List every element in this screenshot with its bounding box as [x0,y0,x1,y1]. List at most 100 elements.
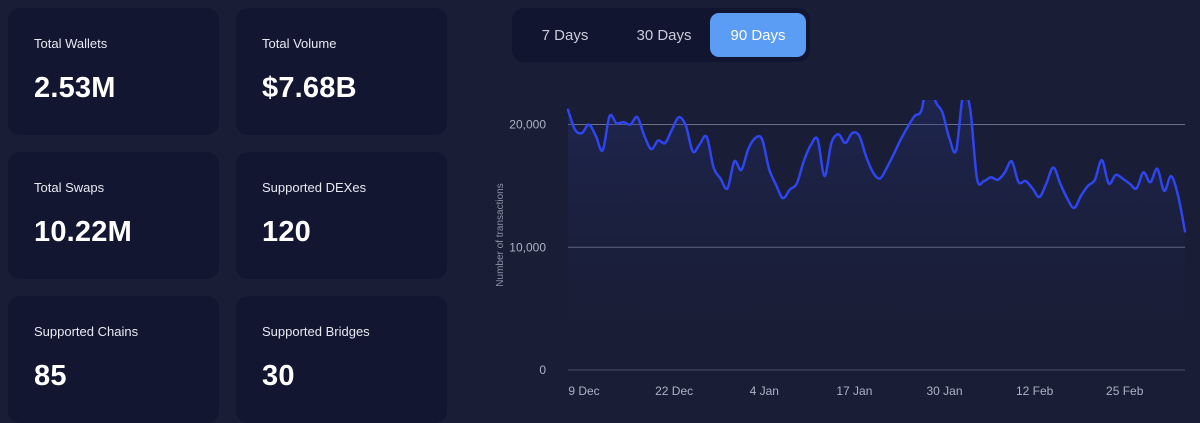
data-point [782,197,784,199]
x-tick-label: 17 Jan [836,384,872,398]
data-point [1170,175,1172,177]
data-point [900,138,902,140]
tab-7-days[interactable]: 7 Days [541,26,589,44]
data-point [1177,195,1179,197]
stat-card-total-wallets: Total Wallets 2.53M [8,8,219,135]
data-point [699,143,701,145]
data-point [754,137,756,139]
data-point [574,128,576,130]
data-point [761,138,763,140]
data-point [664,142,666,144]
data-point [803,160,805,162]
data-point [775,184,777,186]
data-point [997,179,999,181]
data-point [941,111,943,113]
data-point [1101,159,1103,161]
data-point [1004,171,1006,173]
data-point [886,166,888,168]
stat-value: $7.68B [262,72,357,104]
data-point [1108,182,1110,184]
x-tick-label: 22 Dec [655,384,693,398]
data-point [726,187,728,189]
data-point [1149,181,1151,183]
data-point [1031,187,1033,189]
data-point [1066,197,1068,199]
data-point [567,109,569,111]
data-point [1135,187,1137,189]
data-point [830,142,832,144]
x-tick-label: 9 Dec [568,384,599,398]
x-tick-label: 4 Jan [750,384,779,398]
data-point [907,126,909,128]
data-point [851,132,853,134]
data-point [879,177,881,179]
y-tick-label: 20,000 [509,118,546,132]
stat-card-supported-bridges: Supported Bridges 30 [236,296,447,423]
data-point [1038,196,1040,198]
data-point [837,133,839,135]
tab-90-days[interactable]: 90 Days [710,13,806,57]
data-point [983,180,985,182]
data-point [1094,179,1096,181]
data-point [1024,180,1026,182]
data-point [643,134,645,136]
stat-label: Total Volume [262,36,337,51]
stat-label: Supported Chains [34,324,139,339]
data-point [657,139,659,141]
data-point [796,182,798,184]
data-point [712,166,714,168]
data-point [608,115,610,117]
data-point [865,155,867,157]
data-point [1080,195,1082,197]
stat-value: 85 [34,360,67,392]
data-point [789,188,791,190]
data-point [588,123,590,125]
data-point [768,168,770,170]
data-point [955,149,957,151]
data-point [913,115,915,117]
data-point [622,121,624,123]
stat-value: 120 [262,216,311,248]
stat-card-total-swaps: Total Swaps 10.22M [8,152,219,279]
data-point [1115,174,1117,176]
data-point [650,148,652,150]
data-point [844,142,846,144]
time-range-tabs: 7 Days 30 Days 90 Days [512,8,810,62]
data-point [636,116,638,118]
stat-label: Supported DEXes [262,180,367,195]
series-area [568,100,1185,370]
data-point [1011,160,1013,162]
data-point [706,136,708,138]
data-point [629,123,631,125]
series-line [566,100,1187,233]
stat-value: 2.53M [34,72,116,104]
data-point [1052,166,1054,168]
data-point [809,144,811,146]
data-point [747,148,749,150]
data-point [893,153,895,155]
data-point [719,177,721,179]
data-point [1128,182,1130,184]
stat-card-supported-dexes: Supported DEXes 120 [236,152,447,279]
data-point [976,177,978,179]
data-point [1045,182,1047,184]
data-point [615,122,617,124]
data-point [969,107,971,109]
stat-label: Total Swaps [34,180,105,195]
x-tick-label: 25 Feb [1106,384,1144,398]
data-point [872,171,874,173]
data-point [692,150,694,152]
data-point [858,134,860,136]
stat-card-total-volume: Total Volume $7.68B [236,8,447,135]
data-point [1184,230,1186,232]
data-point [920,109,922,111]
data-point [823,175,825,177]
stat-label: Supported Bridges [262,324,370,339]
data-point [685,125,687,127]
data-point [1156,168,1158,170]
y-axis-title: Number of transactions [495,183,506,286]
data-point [1059,182,1061,184]
tab-30-days[interactable]: 30 Days [636,26,692,44]
data-point [740,169,742,171]
data-point [581,132,583,134]
